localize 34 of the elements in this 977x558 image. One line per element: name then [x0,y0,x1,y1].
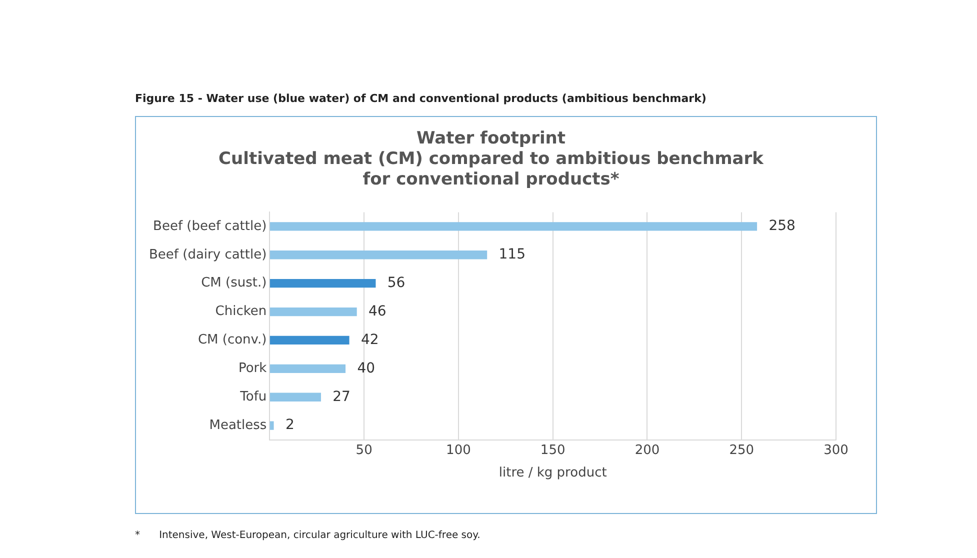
y-tick-label: Pork [238,361,268,376]
bar [270,222,758,231]
bar [270,421,274,430]
x-tick-label: 100 [446,442,471,458]
x-tick-label: 200 [634,442,660,458]
bar [270,278,376,288]
x-tick-label: 50 [356,442,372,458]
bar [270,392,321,402]
data-label: 42 [360,332,379,348]
data-label: 40 [357,360,376,376]
data-label: 258 [768,218,796,234]
y-tick-label: CM (conv.) [198,332,267,348]
bar [270,364,346,374]
data-label: 2 [285,417,294,434]
y-tick-label: Beef (dairy cattle) [149,247,267,262]
data-label: 56 [387,274,406,291]
x-tick-label: 150 [540,442,566,458]
y-tick-label: Meatless [209,418,267,433]
y-tick-label: CM (sust.) [201,276,267,291]
y-tick-label: Beef (beef cattle) [153,218,267,234]
data-label: 46 [368,303,386,320]
text: * Intensive, West-European, circular agriculture with LUC-free soy. [135,530,480,541]
chart-subtitle: Water footprint Cultivated meat (CM) compared to ambitious benchmark for conventional products* [218,128,764,190]
chart-title: Figure 15 - Water use (blue water) of CM and conventional products (ambitious benchmark) [135,92,706,105]
bar [270,336,350,345]
y-tick-label: Chicken [215,304,267,320]
bar [270,250,488,260]
x-tick-label: 250 [729,442,754,458]
y-tick-label: Tofu [239,390,267,404]
x-axis-title: litre / kg product [498,466,607,481]
data-label: 27 [332,388,350,405]
x-tick-label: 300 [824,442,848,458]
data-label: 115 [498,246,526,263]
bar [270,307,357,316]
